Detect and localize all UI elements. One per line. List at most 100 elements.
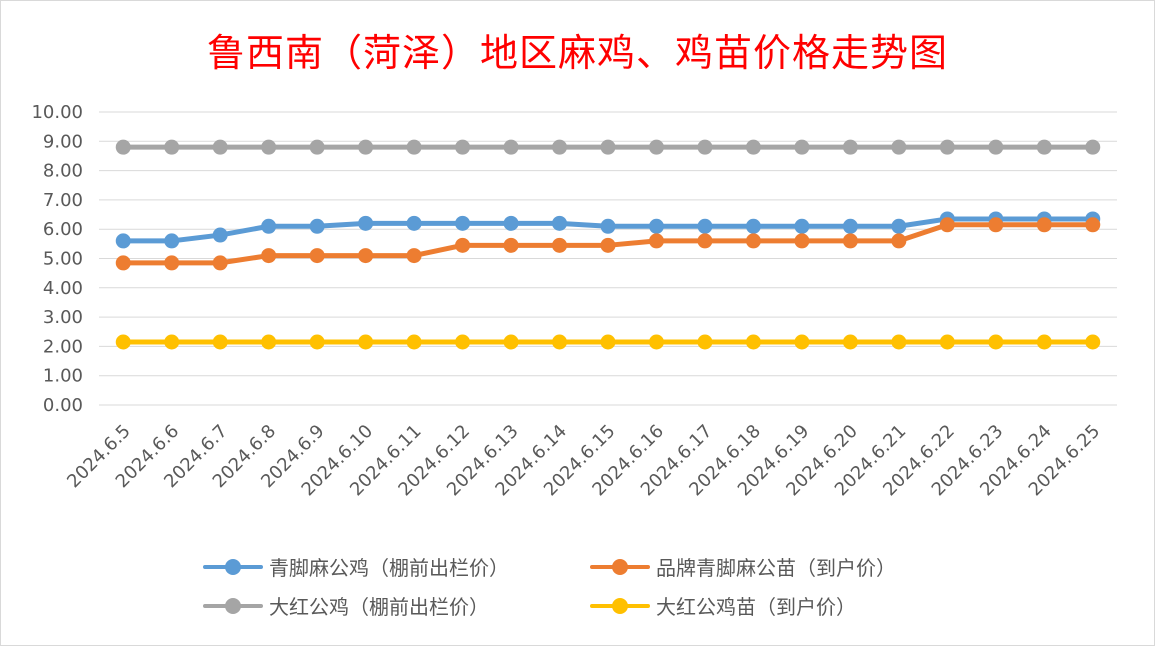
- data-point: [1085, 217, 1101, 233]
- data-point: [745, 218, 761, 234]
- data-point: [648, 139, 664, 155]
- data-point: [261, 139, 277, 155]
- data-point: [406, 334, 422, 350]
- data-point: [1036, 139, 1052, 155]
- y-tick-label: 6.00: [43, 219, 83, 240]
- series-0: [115, 211, 1101, 249]
- data-point: [648, 233, 664, 249]
- data-point: [745, 334, 761, 350]
- data-point: [309, 218, 325, 234]
- data-point: [309, 334, 325, 350]
- data-point: [115, 334, 131, 350]
- data-point: [648, 334, 664, 350]
- data-point: [503, 215, 519, 231]
- data-point: [891, 334, 907, 350]
- data-point: [842, 233, 858, 249]
- data-point: [309, 139, 325, 155]
- data-point: [358, 334, 374, 350]
- y-tick-label: 4.00: [43, 278, 83, 299]
- data-point: [455, 334, 471, 350]
- data-point: [212, 227, 228, 243]
- data-point: [600, 237, 616, 253]
- data-point: [842, 139, 858, 155]
- data-point: [406, 139, 422, 155]
- x-axis-tick-labels: 2024.6.52024.6.62024.6.72024.6.82024.6.9…: [63, 421, 1104, 501]
- y-tick-label: 0.00: [43, 395, 83, 416]
- data-point: [552, 139, 568, 155]
- data-point: [988, 139, 1004, 155]
- data-point: [745, 233, 761, 249]
- data-point: [842, 334, 858, 350]
- data-point: [745, 139, 761, 155]
- data-point: [212, 139, 228, 155]
- data-point: [358, 248, 374, 264]
- y-tick-label: 1.00: [43, 366, 83, 387]
- data-point: [115, 139, 131, 155]
- data-point: [988, 334, 1004, 350]
- data-point: [358, 215, 374, 231]
- data-point: [697, 218, 713, 234]
- series-layer: [115, 139, 1101, 350]
- y-tick-label: 10.00: [31, 102, 83, 123]
- series-2: [115, 139, 1101, 155]
- data-point: [164, 233, 180, 249]
- data-point: [309, 248, 325, 264]
- y-axis-tick-labels: 0.00 1.00 2.00 3.00 4.00 5.00 6.00 7.00 8.00 9.00…: [31, 102, 83, 416]
- data-point: [212, 255, 228, 271]
- data-point: [261, 218, 277, 234]
- data-point: [794, 139, 810, 155]
- data-point: [115, 233, 131, 249]
- data-point: [261, 248, 277, 264]
- data-point: [600, 334, 616, 350]
- data-point: [1036, 217, 1052, 233]
- data-point: [891, 218, 907, 234]
- data-point: [164, 334, 180, 350]
- data-point: [261, 334, 277, 350]
- data-point: [503, 334, 519, 350]
- data-point: [115, 255, 131, 271]
- data-point: [552, 215, 568, 231]
- data-point: [455, 215, 471, 231]
- data-point: [552, 334, 568, 350]
- data-point: [455, 139, 471, 155]
- data-point: [1085, 334, 1101, 350]
- data-point: [1036, 334, 1052, 350]
- data-point: [455, 237, 471, 253]
- data-point: [891, 233, 907, 249]
- data-point: [164, 139, 180, 155]
- y-tick-label: 2.00: [43, 336, 83, 357]
- data-point: [939, 334, 955, 350]
- data-point: [794, 334, 810, 350]
- y-tick-label: 9.00: [43, 131, 83, 152]
- series-3: [115, 334, 1101, 350]
- data-point: [794, 218, 810, 234]
- data-point: [648, 218, 664, 234]
- data-point: [600, 218, 616, 234]
- data-point: [503, 237, 519, 253]
- chart-title: 鲁西南（菏泽）地区麻鸡、鸡苗价格走势图: [206, 31, 948, 75]
- data-point: [697, 334, 713, 350]
- y-tick-label: 8.00: [43, 161, 83, 182]
- data-point: [891, 139, 907, 155]
- data-point: [600, 139, 616, 155]
- y-tick-label: 7.00: [43, 190, 83, 211]
- y-tick-label: 5.00: [43, 249, 83, 270]
- data-point: [212, 334, 228, 350]
- data-point: [842, 218, 858, 234]
- data-point: [697, 139, 713, 155]
- y-tick-label: 3.00: [43, 307, 83, 328]
- data-point: [406, 248, 422, 264]
- data-point: [164, 255, 180, 271]
- data-point: [1085, 139, 1101, 155]
- data-point: [552, 237, 568, 253]
- data-point: [406, 215, 422, 231]
- data-point: [358, 139, 374, 155]
- data-point: [794, 233, 810, 249]
- data-point: [503, 139, 519, 155]
- data-point: [939, 217, 955, 233]
- data-point: [939, 139, 955, 155]
- series-1: [115, 217, 1101, 271]
- data-point: [988, 217, 1004, 233]
